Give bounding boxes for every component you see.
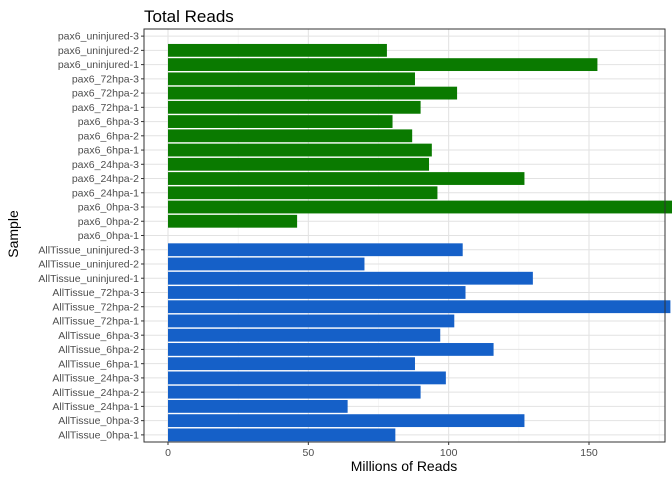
y-tick-label: AllTissue_72hpa-1 [52, 316, 139, 328]
y-tick-label: pax6_72hpa-3 [72, 73, 139, 85]
x-tick-label: 150 [580, 447, 598, 459]
y-tick-label: pax6_0hpa-1 [78, 230, 139, 242]
y-tick-label: AllTissue_6hpa-1 [58, 358, 139, 370]
y-axis-tick-labels: pax6_uninjured-3 pax6_uninjured-2 pax6_uni… [38, 31, 144, 441]
bar-pax6_24hpa-2 [168, 172, 525, 185]
y-tick-label: AllTissue_24hpa-1 [52, 401, 139, 413]
bar-AllTissue_uninjured-2 [168, 257, 365, 271]
x-tick-label: 50 [302, 447, 314, 459]
bar-pax6_72hpa-1 [168, 100, 421, 114]
bar-pax6_uninjured-2 [168, 43, 387, 57]
y-tick-label: pax6_24hpa-2 [72, 173, 139, 185]
y-tick-label: AllTissue_0hpa-1 [58, 429, 139, 441]
bar-pax6_6hpa-1 [168, 143, 432, 157]
bar-AllTissue_6hpa-2 [168, 343, 494, 356]
y-tick-label: pax6_24hpa-3 [72, 159, 139, 171]
bar-AllTissue_0hpa-1 [168, 428, 396, 442]
bar-pax6_6hpa-3 [168, 115, 393, 128]
y-tick-label: pax6_24hpa-1 [72, 187, 139, 199]
y-tick-label: AllTissue_72hpa-2 [52, 301, 139, 313]
y-tick-label: pax6_uninjured-1 [58, 59, 139, 71]
bar-pax6_uninjured-1 [168, 58, 598, 72]
y-tick-label: AllTissue_6hpa-2 [58, 344, 139, 356]
bar-AllTissue_24hpa-3 [168, 371, 446, 385]
y-tick-label: pax6_6hpa-1 [78, 145, 139, 157]
bar-AllTissue_72hpa-1 [168, 314, 455, 328]
bar-pax6_24hpa-3 [168, 157, 430, 171]
y-tick-label: AllTissue_24hpa-2 [52, 387, 139, 399]
bar-AllTissue_72hpa-3 [168, 286, 466, 299]
y-tick-label: AllTissue_72hpa-3 [52, 287, 139, 299]
y-tick-label: pax6_6hpa-3 [78, 116, 139, 128]
y-tick-label: pax6_uninjured-2 [58, 45, 139, 57]
y-tick-label: AllTissue_24hpa-3 [52, 373, 139, 385]
chart-title: Total Reads [144, 7, 234, 26]
x-tick-label: 0 [165, 447, 171, 459]
bar-AllTissue_uninjured-1 [168, 271, 533, 285]
x-axis-tick-labels: 0 50 100 150 [165, 442, 598, 459]
y-tick-label: pax6_72hpa-2 [72, 88, 139, 100]
y-axis-title: Sample [5, 210, 21, 258]
y-tick-label: pax6_0hpa-2 [78, 216, 139, 228]
bar-pax6_72hpa-2 [168, 86, 458, 100]
y-tick-label: AllTissue_uninjured-1 [38, 273, 139, 285]
y-tick-label: pax6_uninjured-3 [58, 31, 139, 43]
bar-pax6_24hpa-1 [168, 186, 438, 200]
bar-AllTissue_0hpa-3 [168, 414, 525, 428]
y-tick-label: AllTissue_uninjured-3 [38, 244, 139, 256]
bar-pax6_0hpa-2 [168, 214, 298, 228]
bar-AllTissue_6hpa-1 [168, 357, 415, 371]
y-tick-label: pax6_72hpa-1 [72, 102, 139, 114]
bars [168, 43, 672, 442]
bar-AllTissue_uninjured-3 [168, 243, 463, 257]
bar-AllTissue_24hpa-2 [168, 385, 421, 399]
x-axis-title: Millions of Reads [351, 458, 458, 474]
bar-AllTissue_6hpa-3 [168, 328, 441, 342]
bar-AllTissue_24hpa-1 [168, 399, 348, 413]
y-tick-label: pax6_0hpa-3 [78, 202, 139, 214]
y-tick-label: AllTissue_0hpa-3 [58, 415, 139, 427]
y-tick-label: AllTissue_uninjured-2 [38, 259, 139, 271]
bar-pax6_72hpa-3 [168, 72, 415, 86]
bar-pax6_0hpa-3 [168, 200, 672, 214]
bar-AllTissue_72hpa-2 [168, 300, 671, 314]
y-tick-label: AllTissue_6hpa-3 [58, 330, 139, 342]
x-tick-label: 100 [440, 447, 458, 459]
bar-pax6_6hpa-2 [168, 129, 413, 143]
y-tick-label: pax6_6hpa-2 [78, 130, 139, 142]
